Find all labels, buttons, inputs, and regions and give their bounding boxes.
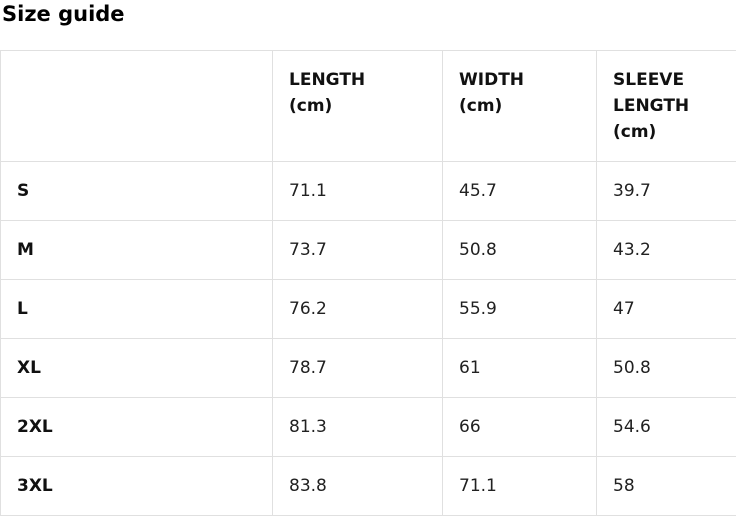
- header-sleeve-length: SLEEVE LENGTH (cm): [596, 50, 736, 162]
- length-value: 78.7: [272, 338, 443, 398]
- size-label: S: [0, 161, 273, 221]
- width-value: 71.1: [442, 456, 597, 516]
- width-value: 55.9: [442, 279, 597, 339]
- sleeve-value: 58: [596, 456, 736, 516]
- table-row-3xl: 3XL 83.8 71.1 58: [0, 456, 736, 516]
- size-label: 2XL: [0, 397, 273, 457]
- table-row-xl: XL 78.7 61 50.8: [0, 338, 736, 398]
- size-guide-table: LENGTH (cm) WIDTH (cm) SLEEVE LENGTH (cm…: [0, 50, 736, 516]
- header-length: LENGTH (cm): [272, 50, 443, 162]
- width-value: 50.8: [442, 220, 597, 280]
- size-label: 3XL: [0, 456, 273, 516]
- sleeve-value: 47: [596, 279, 736, 339]
- size-label: M: [0, 220, 273, 280]
- size-label: L: [0, 279, 273, 339]
- sleeve-value: 39.7: [596, 161, 736, 221]
- table-row-l: L 76.2 55.9 47: [0, 279, 736, 339]
- sleeve-value: 50.8: [596, 338, 736, 398]
- width-value: 45.7: [442, 161, 597, 221]
- length-value: 76.2: [272, 279, 443, 339]
- header-width: WIDTH (cm): [442, 50, 597, 162]
- table-row-s: S 71.1 45.7 39.7: [0, 161, 736, 221]
- page-title: Size guide: [2, 2, 125, 26]
- length-value: 81.3: [272, 397, 443, 457]
- table-row-2xl: 2XL 81.3 66 54.6: [0, 397, 736, 457]
- table-header-row: LENGTH (cm) WIDTH (cm) SLEEVE LENGTH (cm…: [0, 50, 736, 162]
- size-label: XL: [0, 338, 273, 398]
- length-value: 83.8: [272, 456, 443, 516]
- header-size-blank: [0, 50, 273, 162]
- sleeve-value: 43.2: [596, 220, 736, 280]
- table-row-m: M 73.7 50.8 43.2: [0, 220, 736, 280]
- length-value: 73.7: [272, 220, 443, 280]
- length-value: 71.1: [272, 161, 443, 221]
- width-value: 66: [442, 397, 597, 457]
- sleeve-value: 54.6: [596, 397, 736, 457]
- width-value: 61: [442, 338, 597, 398]
